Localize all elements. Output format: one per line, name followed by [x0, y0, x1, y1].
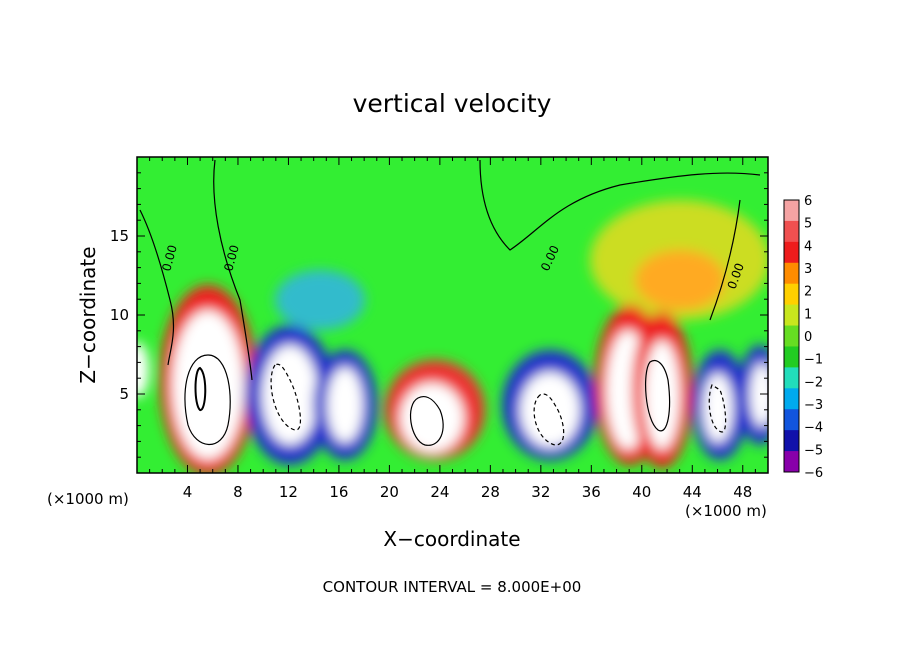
contour-updraft-2 — [410, 396, 444, 446]
x-tick-label: 32 — [531, 483, 550, 501]
x-tick-label: 12 — [279, 483, 298, 501]
contour-lines — [139, 159, 761, 446]
contour-updraft-3 — [645, 359, 671, 432]
colorbar-tick-label: −6 — [804, 466, 823, 481]
colorbar-tick-label: 2 — [804, 285, 812, 300]
colorbar-tick-label: 4 — [804, 239, 812, 254]
x-tick-label: 28 — [481, 483, 500, 501]
x-tick-label: 8 — [233, 483, 243, 501]
x-tick-label: 48 — [733, 483, 752, 501]
colorbar-swatch — [784, 262, 799, 285]
contour-downdraft-4 — [708, 384, 727, 433]
downdraft-cell-5-core — [750, 363, 768, 427]
contour-label: 0.00 — [159, 243, 179, 272]
colorbar-tick-label: −3 — [804, 398, 823, 413]
contour-zero-main — [139, 159, 761, 381]
colorbar-tick-label: −5 — [804, 443, 823, 458]
updraft-cell-2-core — [400, 383, 464, 453]
downdraft-cell-2-core — [327, 367, 363, 443]
contour-updraft-1 — [184, 354, 231, 445]
x-tick-label: 44 — [683, 483, 702, 501]
colorbar-swatch — [784, 220, 799, 243]
colorbar-tick-label: 6 — [804, 194, 812, 209]
updraft-cell-1-core — [172, 310, 244, 460]
colorbar-swatch — [784, 304, 799, 327]
plot-area: 0.00 0.00 0.00 0.00 — [137, 157, 768, 473]
x-tick-label: 16 — [329, 483, 348, 501]
colorbar-tick-label: −1 — [804, 353, 823, 368]
colorbar-tick-label: −2 — [804, 375, 823, 390]
upper-downdraft-field — [275, 270, 365, 330]
contour-interval-footer: CONTOUR INTERVAL = 8.000E+00 — [323, 578, 582, 596]
colorbar-tick-label: 5 — [804, 217, 812, 232]
x-tick-label: 20 — [380, 483, 399, 501]
y-tick-label: 15 — [110, 227, 129, 245]
x-tick-label: 36 — [582, 483, 601, 501]
x-axis-label: X−coordinate — [383, 527, 520, 551]
x-axis-ticks: 4 8 12 16 20 24 28 32 36 40 44 48 — [136, 157, 769, 501]
x-unit-left: (×1000 m) — [47, 490, 129, 508]
colorbar-tick-label: 1 — [804, 307, 812, 322]
colorbar: 6 5 4 3 2 1 0 −1 −2 −3 −4 −5 −6 — [783, 194, 823, 481]
colorbar-swatch — [784, 325, 799, 347]
downdraft-cell-left-edge — [137, 342, 149, 398]
colorbar-swatch — [784, 367, 799, 389]
contour-downdraft-1 — [270, 363, 301, 431]
x-tick-label: 4 — [183, 483, 193, 501]
colorbar-tick-label: 0 — [804, 330, 812, 345]
colorbar-frame — [783, 199, 800, 473]
chart-title: vertical velocity — [353, 89, 552, 118]
downdraft-cell-1-core — [262, 345, 318, 445]
downdraft-cell-3-core — [520, 372, 580, 448]
colorbar-swatch — [784, 451, 799, 473]
colorbar-swatch — [784, 346, 799, 368]
colorbar-swatch — [784, 409, 799, 431]
y-tick-label: 10 — [110, 306, 129, 324]
colorbar-swatch — [784, 388, 799, 410]
colorbar-tick-label: 3 — [804, 262, 812, 277]
x-unit-right: (×1000 m) — [685, 502, 767, 520]
x-tick-label: 24 — [430, 483, 449, 501]
contour-label: 0.00 — [221, 243, 241, 272]
contour-updraft-1-inner — [194, 366, 207, 412]
colorbar-swatch — [784, 430, 799, 452]
colorbar-swatch — [784, 283, 799, 306]
colorbar-swatch — [784, 200, 799, 222]
y-tick-label: 5 — [119, 385, 129, 403]
y-axis-label: Z−coordinate — [76, 246, 100, 383]
upper-updraft-core — [635, 250, 725, 310]
downdraft-cell-4-core — [703, 373, 733, 443]
updraft-cell-4-core — [644, 340, 680, 450]
colorbar-tick-label: −4 — [804, 421, 823, 436]
y-axis-ticks: 5 10 15 — [110, 156, 768, 474]
x-tick-label: 40 — [632, 483, 651, 501]
colorbar-swatch — [784, 241, 799, 264]
